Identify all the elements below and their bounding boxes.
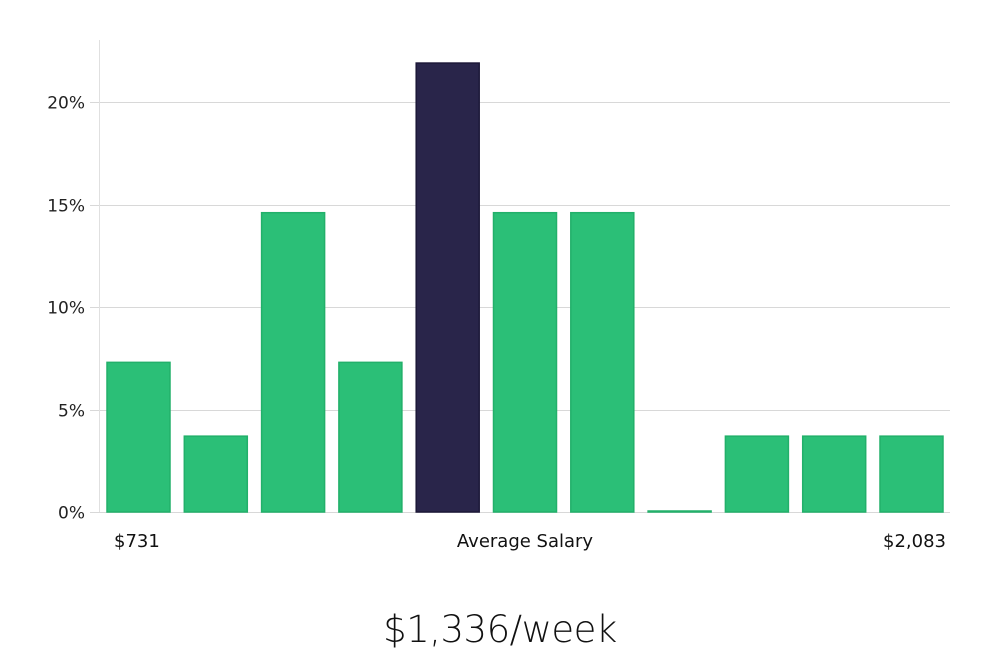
chart-title: $1,336/week: [383, 608, 617, 651]
y-ticks: 0% 5% 10% 15% 20%: [47, 94, 85, 524]
y-tick-label: 10%: [47, 299, 85, 319]
salary-histogram: 0% 5% 10% 15% 20% $731 Average Salary $2,083: [47, 40, 950, 552]
bar: [260, 211, 326, 513]
x-min-label: $731: [114, 531, 160, 552]
bar: [724, 435, 790, 513]
y-tick-label: 20%: [47, 94, 85, 114]
bar: [338, 361, 403, 513]
bars: [106, 62, 944, 513]
bar: [492, 211, 558, 513]
bar: [570, 211, 635, 513]
y-tick-label: 15%: [47, 197, 85, 217]
bar-average-highlight: [415, 62, 480, 513]
bar: [106, 361, 171, 513]
x-max-label: $2,083: [883, 531, 946, 552]
bar: [183, 435, 249, 513]
bar: [647, 510, 712, 513]
x-axis-label: Average Salary: [457, 531, 594, 552]
y-tick-label: 5%: [58, 402, 85, 422]
bar: [801, 435, 867, 513]
bar: [879, 435, 944, 513]
y-tick-label: 0%: [58, 504, 85, 524]
